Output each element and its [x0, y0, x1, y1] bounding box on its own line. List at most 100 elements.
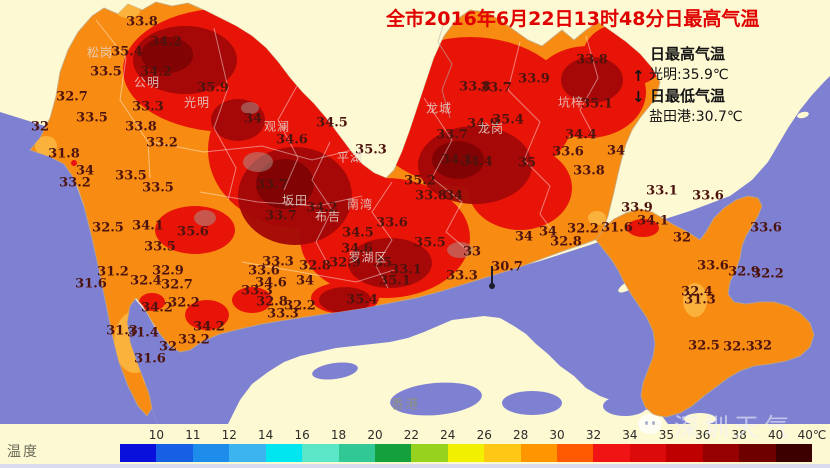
region-label: 平湖 [336, 150, 364, 165]
temp-reading: 35.1 [581, 96, 613, 112]
temp-reading: 33.6 [750, 220, 782, 236]
temp-reading: 34.1 [637, 213, 669, 229]
temp-reading: 33.3 [262, 254, 294, 270]
region-label: 坂田 [281, 193, 309, 208]
temp-reading: 33.3 [267, 306, 299, 322]
temp-reading: 32.8 [256, 294, 288, 310]
temp-reading: 33.5 [90, 64, 122, 80]
region-label: 公明 [133, 75, 161, 90]
temp-reading: 34.2 [193, 319, 225, 335]
colorbar-scale: 10 11 12 14 16 18 20 22 24 26 28 30 32 34 35 36 38 40 40℃ [120, 428, 826, 462]
region-label: 罗湖区 [348, 250, 388, 265]
temp-reading: 33.6 [692, 188, 724, 204]
colorbar-tick-label: 38 [731, 428, 747, 442]
temp-reading: 33.5 [76, 110, 108, 126]
colorbar-tick-label: 22 [403, 428, 420, 442]
colorbar-tick-label: 30 [549, 428, 565, 442]
temp-reading: 32.4 [130, 273, 162, 289]
temp-reading: 35 [517, 155, 537, 171]
temp-reading: 32.3 [723, 339, 755, 355]
max-temp-value: 光明:35.9℃ [649, 67, 729, 83]
colorbar-cell: 32 [557, 428, 601, 462]
region-label: 观澜 [263, 119, 291, 134]
colorbar-cell: 24 [411, 428, 455, 462]
colorbar-tick-label: 20 [367, 428, 383, 442]
temp-reading: 32 [30, 119, 50, 135]
colorbar-cell: 14 [229, 428, 273, 462]
region-label: 龙岗 [477, 121, 505, 136]
colorbar-cell: 40 [739, 428, 783, 462]
colorbar-cell: 30 [520, 428, 565, 462]
temp-reading: 35.6 [177, 224, 209, 240]
temp-reading: 33.8 [459, 79, 491, 95]
temp-reading: 32.8 [299, 258, 331, 274]
colorbar-cell: 40℃ [775, 428, 826, 462]
temp-reading: 35.4 [492, 112, 524, 128]
district-borders [95, 19, 599, 289]
temp-reading: 31.8 [48, 146, 80, 162]
temp-reading: 35 [373, 255, 393, 271]
temp-reading: 34 [606, 143, 626, 159]
temp-reading: 34.5 [316, 115, 348, 131]
temp-reading: 32.2 [168, 295, 200, 311]
map-title: 全市2016年6月22日13时48分日最高气温 [386, 8, 760, 30]
colorbar-tick-label: 16 [294, 428, 310, 442]
max-temp-label: 日最高气温 [650, 45, 726, 63]
temp-reading: 31.6 [134, 351, 166, 367]
temp-reading: 31.6 [75, 276, 107, 292]
up-arrow-icon: ↑ [632, 67, 645, 85]
temp-reading: 32.4 [681, 284, 713, 300]
colorbar-axis-label: 温度 [7, 444, 39, 460]
temp-reading: 32.8 [550, 234, 582, 250]
bottom-border-strip [0, 464, 830, 468]
extremes-legend: ↑ ↓ 日最高气温 光明:35.9℃ 日最低气温 盐田港:30.7℃ [628, 44, 803, 128]
temp-reading: 35.3 [355, 142, 387, 158]
temp-reading: 35.9 [197, 80, 229, 96]
temp-reading: 35.5 [414, 235, 446, 251]
colorbar-cell: 34 [593, 428, 638, 462]
temp-reading: 33.3 [241, 283, 273, 299]
colorbar-cell: 22 [374, 428, 419, 462]
temp-reading: 31.2 [97, 264, 129, 280]
temp-reading: 34.6 [255, 275, 287, 291]
min-temp-value: 盐田港:30.7℃ [649, 109, 743, 125]
temp-reading: 33.7 [436, 127, 468, 143]
temp-reading: 31.6 [601, 220, 633, 236]
temp-reading: 35.1 [379, 273, 411, 289]
colorbar-tick-label: 40 [767, 428, 784, 442]
temperature-colorbar: 温度 10 11 12 14 16 18 20 22 24 26 28 30 32 34 35 36 38 40 4… [0, 424, 830, 464]
colorbar-cell: 12 [192, 428, 237, 462]
temp-reading: 32 [672, 230, 692, 246]
temp-reading: 33.3 [132, 99, 164, 115]
min-temp-label: 日最低气温 [650, 87, 726, 105]
down-arrow-icon: ↓ [632, 88, 645, 106]
temp-reading: 31.3 [106, 323, 138, 339]
temp-reading: 34.5 [342, 225, 374, 241]
temp-reading: 31.3 [684, 292, 716, 308]
colorbar-cell: 28 [484, 428, 528, 462]
temp-reading: 31.4 [127, 325, 159, 341]
temp-reading: 34 [295, 273, 315, 289]
temp-reading: 32 [158, 339, 178, 355]
temp-reading: 33.7 [256, 177, 288, 193]
colorbar-cell: 16 [265, 428, 310, 462]
colorbar-tick-label: 24 [440, 428, 456, 442]
temp-reading: 33.2 [178, 332, 210, 348]
temp-reading: 33.2 [146, 135, 178, 151]
colorbar-tick-label: 14 [258, 428, 274, 442]
temp-reading: 33.1 [390, 262, 422, 278]
temp-reading: 34.2 [141, 300, 173, 316]
up-down-arrow-icons: ↑ ↓ [632, 66, 645, 108]
temp-reading: 33.8 [125, 119, 157, 135]
temp-reading: 33.5 [115, 168, 147, 184]
temp-reading: 34.2 [150, 34, 182, 50]
temp-reading: 35.4 [346, 292, 378, 308]
colorbar-cell: 18 [302, 428, 346, 462]
temp-reading: 33.8 [415, 188, 447, 204]
region-label: 光明 [183, 95, 211, 110]
temp-reading: 33.7 [480, 80, 512, 96]
temp-reading: 34.6 [341, 241, 373, 257]
temp-reading: 33.8 [573, 163, 605, 179]
colorbar-tick-label: 11 [185, 428, 201, 442]
temp-reading: 33 [462, 244, 482, 260]
